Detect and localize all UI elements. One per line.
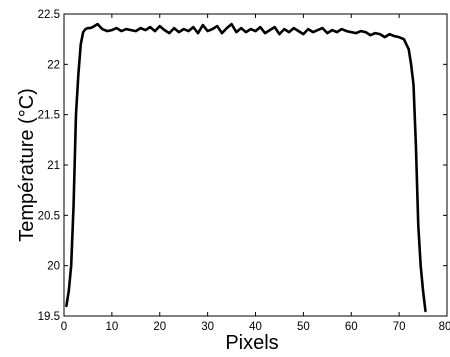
y-tick-label: 20.5 — [38, 210, 60, 222]
x-tick-label: 50 — [297, 321, 310, 333]
y-tick-label: 21 — [47, 160, 60, 172]
y-tick-label: 19.5 — [38, 311, 60, 323]
x-tick-label: 10 — [105, 321, 118, 333]
x-tick-label: 20 — [153, 321, 166, 333]
x-tick-label: 70 — [393, 321, 406, 333]
y-tick-label: 20 — [47, 261, 60, 273]
plot-frame — [63, 13, 448, 317]
temperature-series-line — [65, 22, 427, 313]
x-axis-ticks: 0 10 20 30 40 50 60 70 80 — [61, 14, 450, 333]
y-tick-label: 22 — [47, 59, 60, 71]
y-axis-title: Température (°C) — [16, 88, 38, 242]
x-tick-label: 0 — [61, 321, 67, 333]
x-tick-label: 80 — [439, 321, 450, 333]
x-axis-title: Pixels — [225, 332, 278, 352]
y-tick-label: 22.5 — [38, 9, 60, 21]
y-axis-ticks: 19.5 20 20.5 21 21.5 22 22.5 — [38, 9, 447, 323]
x-tick-label: 30 — [201, 321, 214, 333]
y-tick-label: 21.5 — [38, 110, 60, 122]
x-tick-label: 60 — [345, 321, 358, 333]
x-tick-label: 40 — [249, 321, 262, 333]
